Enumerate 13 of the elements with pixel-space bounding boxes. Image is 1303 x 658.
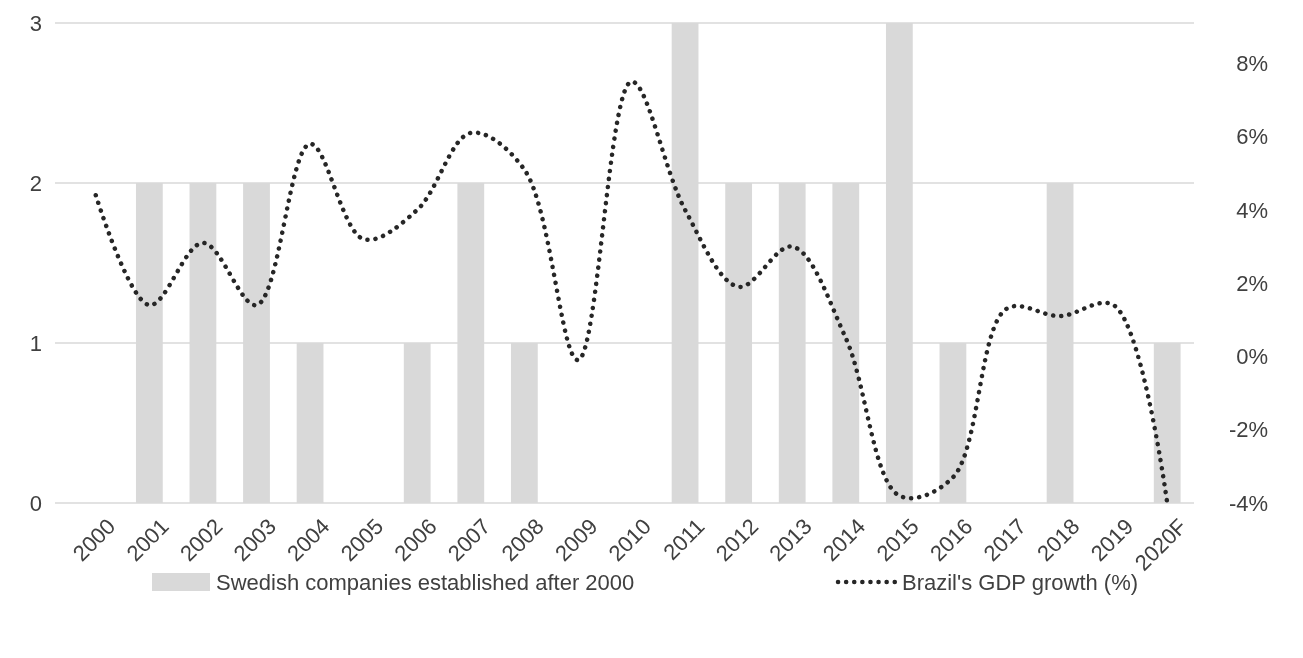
y2-tick-label: 2% bbox=[1236, 270, 1268, 296]
legend-label: Swedish companies established after 2000 bbox=[216, 569, 635, 595]
legend-label: Brazil's GDP growth (%) bbox=[902, 569, 1139, 595]
y2-tick-label: 4% bbox=[1236, 197, 1268, 223]
y2-tick-label: -4% bbox=[1228, 490, 1268, 516]
y-tick-label: 0 bbox=[29, 490, 42, 516]
y2-tick-label: 0% bbox=[1236, 344, 1268, 370]
y2-tick-label: 8% bbox=[1236, 51, 1268, 77]
y2-tick-label: 6% bbox=[1236, 124, 1268, 150]
y2-tick-label: -2% bbox=[1228, 417, 1268, 443]
y-tick-label: 2 bbox=[29, 170, 42, 196]
y-tick-label: 1 bbox=[29, 330, 42, 356]
y-tick-label: 3 bbox=[29, 10, 42, 36]
